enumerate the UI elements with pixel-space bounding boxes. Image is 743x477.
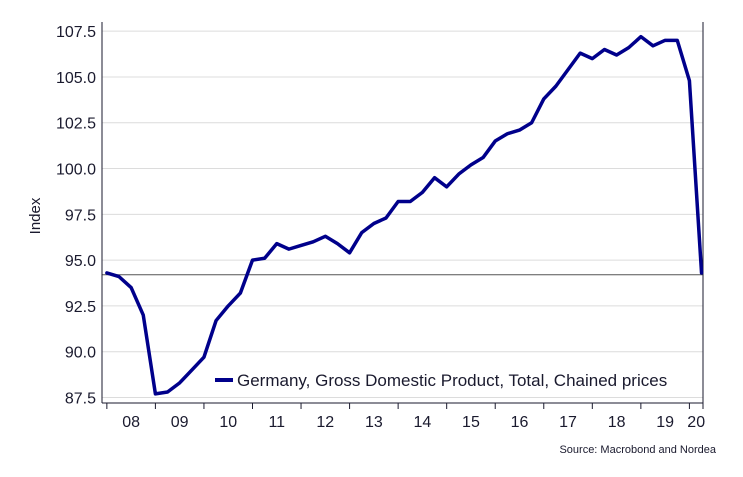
gridlines (102, 30, 703, 399)
x-tick-label: 19 (656, 414, 674, 431)
x-tick-label: 20 (687, 414, 705, 431)
x-tick-label: 08 (122, 414, 140, 431)
x-tick-label: 10 (219, 414, 237, 431)
x-tick-label: 13 (365, 414, 383, 431)
y-tick-label: 102.5 (56, 116, 96, 133)
x-tick-label: 11 (268, 414, 285, 431)
y-tick-label: 97.5 (65, 207, 96, 224)
series-lines (105, 34, 704, 396)
y-tick-label: 107.5 (56, 24, 96, 41)
y-tick-labels: 107.5 105.0 102.5 100.0 97.5 95.0 92.5 90.0 87.5 (56, 24, 96, 407)
x-tick-label: 15 (462, 414, 480, 431)
legend-label: Germany, Gross Domestic Product, Total, … (237, 371, 667, 390)
y-tick-label: 92.5 (65, 299, 96, 316)
x-tick-label: 14 (414, 414, 432, 431)
y-tick-label: 87.5 (65, 391, 96, 408)
y-axis-title: Index (27, 197, 44, 234)
x-tick-label: 17 (559, 414, 577, 431)
source-note: Source: Macrobond and Nordea (559, 444, 716, 456)
x-tick-labels: 08 09 10 11 12 13 14 15 16 17 18 19 20 (106, 403, 705, 431)
x-tick-label: 12 (316, 414, 334, 431)
legend: Germany, Gross Domestic Product, Total, … (215, 371, 667, 390)
series-line-0 (105, 34, 704, 396)
x-tick-label: 09 (171, 414, 189, 431)
y-tick-label: 95.0 (65, 253, 96, 270)
axes (101, 22, 704, 404)
y-tick-label: 90.0 (65, 345, 96, 362)
x-tick-label: 18 (608, 414, 626, 431)
y-tick-label: 100.0 (56, 162, 96, 179)
y-tick-label: 105.0 (56, 70, 96, 87)
x-tick-label: 16 (511, 414, 529, 431)
